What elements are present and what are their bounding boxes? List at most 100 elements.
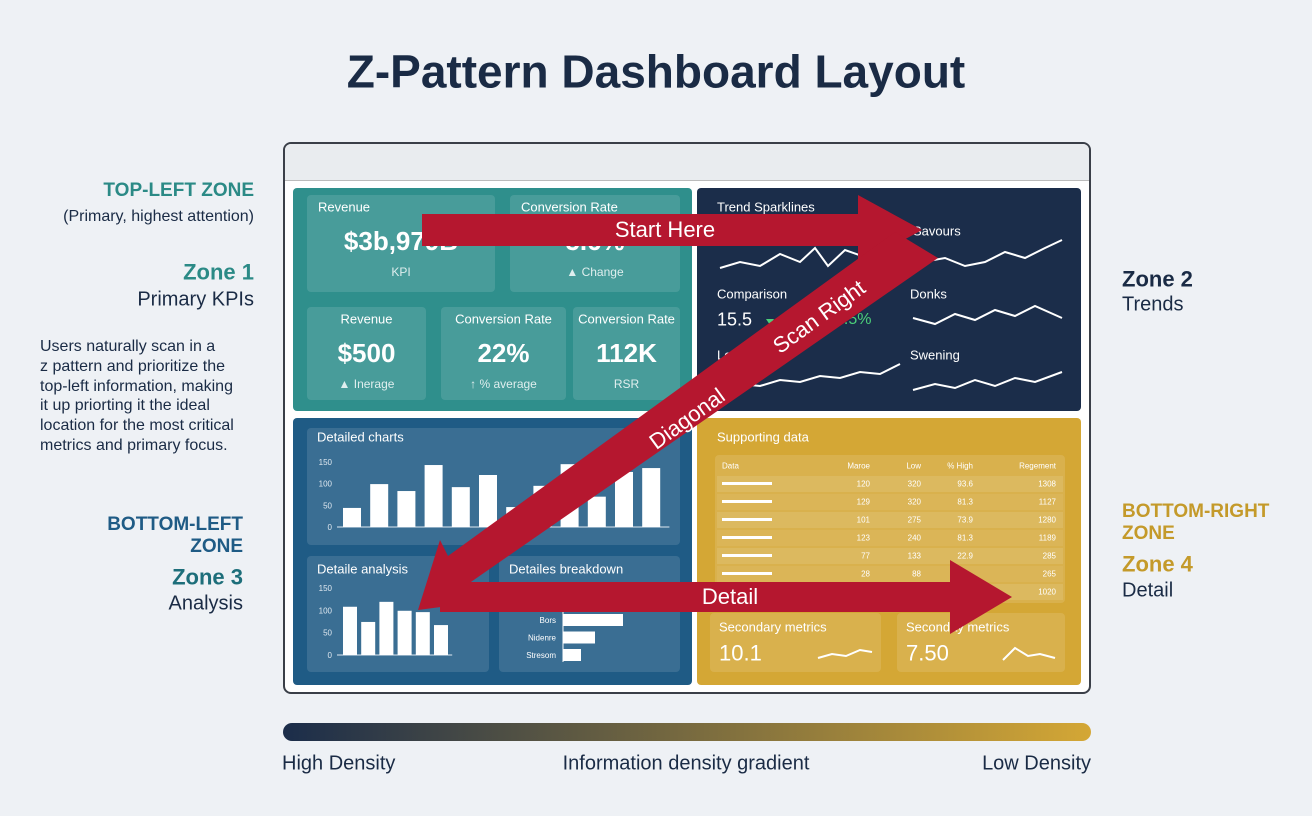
kpi-sub: ▲ Change (566, 265, 624, 280)
table-cell: 1127 (1038, 497, 1056, 507)
zone-heading: BOTTOM-LEFT ZONE (107, 514, 243, 557)
kpi-value: 22% (477, 338, 530, 369)
kpi-label: Conversion Rate (521, 199, 618, 215)
gradient-bar (283, 723, 1091, 741)
y-tick-label: 100 (319, 480, 333, 489)
metric-card (897, 613, 1065, 672)
panel-title: Detailes breakdown (509, 561, 624, 577)
table-cell: 28 (861, 569, 870, 579)
paragraph-line: top-left information, making (40, 377, 233, 395)
table-cell: 285 (1042, 551, 1056, 561)
kpi-sub: ▲ Inerage (338, 377, 395, 392)
kpi-label: Revenue (318, 199, 371, 215)
title: Z-Pattern Dashboard Layout (346, 45, 966, 98)
arrow-diagonal (418, 232, 938, 610)
row-bar (722, 500, 772, 503)
bar (397, 610, 412, 655)
table-cell: 1189 (1038, 533, 1056, 543)
bar (415, 612, 430, 655)
table-row (717, 512, 1063, 528)
row-bar (722, 482, 772, 485)
gradient-center: Information density gradient (562, 752, 810, 775)
bar (642, 468, 661, 527)
kpi-card (307, 307, 426, 400)
table-cell: 275 (907, 515, 921, 525)
hbar (563, 614, 623, 626)
bar (587, 496, 606, 527)
table-header: Data (722, 461, 739, 471)
table-cell: 81.3 (957, 533, 973, 543)
comparison-value: 15.5 (717, 309, 753, 330)
kpi-label: Conversion Rate (578, 311, 675, 327)
row-bar (722, 518, 772, 521)
table-header: Maroe (847, 461, 870, 471)
triangle-icon (766, 319, 774, 325)
table-cell: 120 (856, 479, 870, 489)
table-cell: 81.3 (957, 497, 973, 507)
panel-title: Supporting data (717, 429, 809, 445)
metric-value: 7.50 (906, 640, 949, 666)
table-row (717, 476, 1063, 492)
y-tick-label: 0 (328, 523, 333, 532)
frame-header (285, 144, 1089, 181)
paragraph-line: it up priorting it the ideal (40, 397, 210, 415)
metric-card (710, 613, 881, 672)
table-cell: 93.6 (957, 479, 973, 489)
y-tick-label: 0 (328, 651, 333, 660)
panel-title: Detaile analysis (317, 561, 409, 577)
table-cell: 265 (1042, 569, 1056, 579)
kpi-label: Revenue (340, 311, 393, 327)
table-row (717, 548, 1063, 564)
table-header: Low (906, 461, 921, 471)
table-cell: 1280 (1038, 515, 1056, 525)
table-cell: 22.9 (957, 551, 973, 561)
zone-desc: Trends (1122, 293, 1184, 316)
table-cell: 123 (856, 533, 870, 543)
kpi-sub: KPI (391, 265, 411, 280)
metric-value: 10.1 (719, 640, 762, 666)
table-cell: 129 (856, 497, 870, 507)
table-header: % High (947, 461, 973, 471)
bar-label: Nidenre (528, 634, 557, 643)
bar (343, 606, 357, 655)
row-bar (722, 536, 772, 539)
sparkline-label: Swening (910, 347, 960, 363)
zone-heading: TOP-LEFT ZONE (103, 180, 254, 202)
y-tick-label: 50 (323, 501, 332, 510)
sparkline (1002, 646, 1056, 661)
zone-heading: BOTTOM-RIGHT ZONE (1122, 501, 1270, 544)
zone-desc: Analysis (168, 592, 243, 615)
sparkline-label: Savours (913, 223, 961, 239)
kpi-label: Conversion Rate (455, 311, 552, 327)
table-cell: 73.9 (957, 515, 973, 525)
sparkline (921, 239, 1063, 268)
sparkline (912, 304, 1063, 326)
sparkline-label: Donks (910, 286, 947, 302)
table-row (717, 530, 1063, 546)
sparkline (912, 371, 1063, 391)
table-cell: 240 (907, 533, 921, 543)
bar (479, 475, 497, 527)
zone-desc: Primary KPIs (137, 288, 254, 311)
bar (434, 625, 448, 655)
arrow-label: Detail (702, 584, 758, 609)
paragraph-line: location for the most critical (40, 416, 234, 434)
arrow-bottom (440, 560, 1012, 634)
metric-label: Secondary metrics (719, 619, 827, 635)
table-cell: 101 (856, 515, 870, 525)
table-cell: 1308 (1038, 479, 1056, 489)
bar-label: Stresom (526, 651, 556, 660)
bar (379, 601, 394, 655)
panel-title: Detailed charts (317, 429, 404, 445)
zone-label: Zone 3 (172, 564, 243, 590)
y-tick-label: 100 (319, 606, 333, 615)
table-cell: 320 (907, 479, 921, 489)
row-bar (722, 554, 772, 557)
table-header: Regement (1019, 461, 1056, 471)
paragraph-line: z pattern and prioritize the (40, 357, 225, 375)
table-cell: 1020 (1038, 587, 1056, 597)
zone-label: Zone 2 (1122, 266, 1193, 292)
kpi-value: 112K (596, 338, 657, 369)
